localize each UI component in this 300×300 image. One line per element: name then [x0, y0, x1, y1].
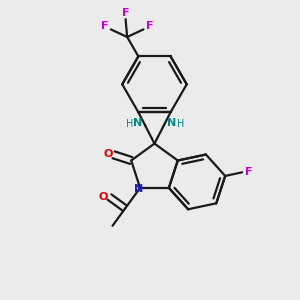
Text: F: F: [146, 21, 154, 31]
Text: H: H: [177, 119, 184, 129]
Text: H: H: [126, 119, 133, 129]
Text: F: F: [122, 8, 129, 18]
Text: O: O: [103, 148, 113, 159]
Text: O: O: [99, 192, 108, 202]
Text: N: N: [133, 118, 142, 128]
Text: F: F: [245, 167, 252, 177]
Text: N: N: [167, 118, 176, 128]
Text: N: N: [134, 184, 143, 194]
Text: F: F: [100, 21, 108, 31]
